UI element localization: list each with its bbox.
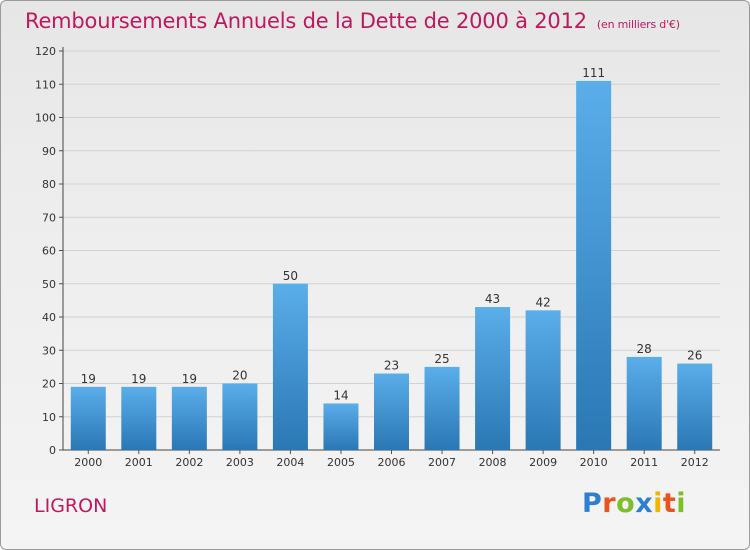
- logo-letter: r: [602, 488, 617, 519]
- logo-letter: P: [582, 488, 603, 519]
- x-tick-label: 2000: [74, 456, 102, 469]
- x-tick-label: 2011: [630, 456, 658, 469]
- title-text: Remboursements Annuels de la Dette de 20…: [25, 9, 587, 33]
- x-tick-label: 2006: [378, 456, 406, 469]
- data-label: 28: [637, 342, 652, 356]
- x-tick-label: 2001: [125, 456, 153, 469]
- bars: [70, 80, 713, 451]
- y-tick-label: 20: [42, 378, 56, 391]
- data-label: 50: [283, 269, 298, 283]
- x-tick-label: 2002: [175, 456, 203, 469]
- y-tick-label: 120: [35, 45, 56, 58]
- logo-letter: x: [635, 488, 654, 519]
- chart-title: Remboursements Annuels de la Dette de 20…: [25, 9, 680, 33]
- proxiti-logo[interactable]: Proxiti: [582, 488, 686, 519]
- y-tick-label: 60: [42, 245, 56, 258]
- y-tick-label: 40: [42, 311, 56, 324]
- data-label: 25: [434, 352, 449, 366]
- y-tick-label: 100: [35, 112, 56, 125]
- bar: [525, 310, 561, 450]
- data-label: 19: [182, 372, 197, 386]
- bar: [475, 307, 511, 450]
- bar: [121, 386, 157, 450]
- data-label: 111: [582, 66, 605, 80]
- bar: [424, 366, 460, 450]
- bar: [374, 373, 409, 450]
- logo-letter: i: [653, 488, 663, 519]
- data-label: 26: [687, 349, 702, 363]
- y-tick-label: 80: [42, 178, 56, 191]
- y-tick-label: 0: [49, 444, 56, 457]
- bar: [171, 386, 207, 450]
- x-tick-label: 2009: [529, 456, 557, 469]
- data-label: 42: [535, 295, 550, 309]
- bar: [576, 80, 612, 451]
- logo-letter: i: [676, 488, 687, 519]
- x-tick-label: 2008: [479, 456, 507, 469]
- commune-name: LIGRON: [34, 495, 108, 517]
- bar: [323, 403, 359, 450]
- x-tick-label: 2004: [276, 456, 304, 469]
- bar: [272, 283, 308, 450]
- bar: [677, 363, 713, 450]
- title-unit: (en milliers d'€): [596, 18, 680, 31]
- x-tick-label: 2007: [428, 456, 456, 469]
- logo-letter: t: [662, 488, 677, 519]
- labels: 0 10 20 30 40 50 60 70 80 90 100 110 120 19 2000 19 2001…: [35, 45, 709, 469]
- data-label: 14: [333, 388, 348, 402]
- x-tick-label: 2010: [580, 456, 608, 469]
- bar: [222, 383, 258, 450]
- x-tick-label: 2003: [226, 456, 254, 469]
- bar: [626, 356, 662, 450]
- data-label: 43: [485, 292, 500, 306]
- data-label: 19: [131, 372, 146, 386]
- y-tick-label: 50: [42, 278, 56, 291]
- y-tick-label: 110: [35, 78, 56, 91]
- y-tick-label: 10: [42, 411, 56, 424]
- data-label: 20: [232, 369, 247, 383]
- data-label: 23: [384, 359, 399, 373]
- x-tick-label: 2012: [681, 456, 709, 469]
- y-tick-label: 30: [42, 344, 56, 357]
- x-tick-label: 2005: [327, 456, 355, 469]
- bar: [70, 386, 106, 450]
- y-tick-label: 70: [42, 211, 56, 224]
- y-tick-label: 90: [42, 145, 56, 158]
- data-label: 19: [81, 372, 96, 386]
- logo-letter: o: [616, 488, 636, 519]
